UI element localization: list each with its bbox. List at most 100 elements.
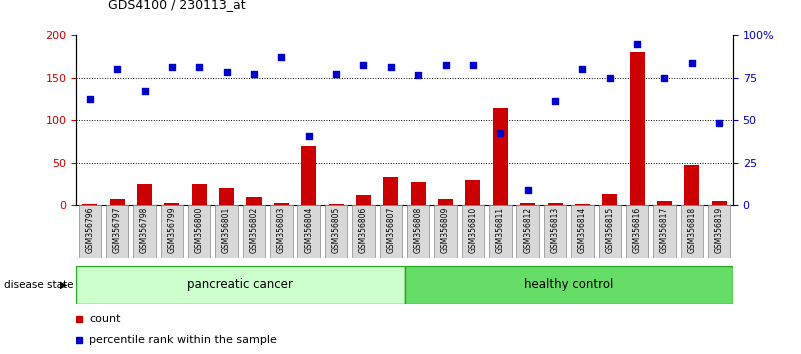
Text: GDS4100 / 230113_at: GDS4100 / 230113_at — [108, 0, 246, 11]
Point — [166, 64, 179, 70]
Point — [521, 187, 534, 193]
Bar — [219, 188, 234, 205]
Bar — [630, 52, 645, 205]
Bar — [465, 180, 481, 205]
Text: count: count — [89, 314, 121, 324]
Text: GSM356797: GSM356797 — [113, 207, 122, 253]
FancyBboxPatch shape — [215, 205, 238, 258]
Text: GSM356807: GSM356807 — [386, 207, 396, 253]
FancyBboxPatch shape — [626, 205, 648, 258]
Point — [713, 120, 726, 126]
Point — [193, 64, 206, 70]
Point — [302, 133, 315, 138]
Bar — [137, 184, 152, 205]
Bar — [247, 197, 261, 205]
Bar — [438, 199, 453, 205]
FancyBboxPatch shape — [681, 205, 703, 258]
Text: GSM356814: GSM356814 — [578, 207, 587, 253]
Text: percentile rank within the sample: percentile rank within the sample — [89, 335, 277, 345]
Text: GSM356817: GSM356817 — [660, 207, 669, 253]
Bar — [110, 199, 125, 205]
Text: GSM356813: GSM356813 — [550, 207, 560, 253]
FancyBboxPatch shape — [405, 266, 733, 304]
Text: disease state: disease state — [4, 280, 74, 290]
Bar — [712, 201, 727, 205]
Bar — [356, 195, 371, 205]
Text: GSM356812: GSM356812 — [523, 207, 532, 253]
FancyBboxPatch shape — [517, 205, 539, 258]
FancyBboxPatch shape — [243, 205, 265, 258]
Text: GSM356816: GSM356816 — [633, 207, 642, 253]
Bar — [520, 203, 535, 205]
Point — [439, 62, 452, 68]
Bar — [191, 184, 207, 205]
FancyBboxPatch shape — [654, 205, 676, 258]
Bar — [602, 194, 618, 205]
FancyBboxPatch shape — [571, 205, 594, 258]
Text: GSM356801: GSM356801 — [222, 207, 231, 253]
Point — [220, 69, 233, 75]
FancyBboxPatch shape — [297, 205, 320, 258]
FancyBboxPatch shape — [133, 205, 155, 258]
Bar — [384, 177, 398, 205]
Point — [576, 67, 589, 72]
Text: GSM356798: GSM356798 — [140, 207, 149, 253]
FancyBboxPatch shape — [188, 205, 211, 258]
Point — [275, 54, 288, 59]
FancyBboxPatch shape — [106, 205, 128, 258]
Point — [658, 75, 671, 81]
Bar — [411, 182, 425, 205]
Point — [630, 41, 643, 47]
Bar — [657, 201, 672, 205]
Point — [494, 130, 507, 136]
Bar — [493, 108, 508, 205]
Point — [111, 67, 123, 72]
Point — [357, 62, 370, 68]
Bar — [164, 203, 179, 205]
FancyBboxPatch shape — [352, 205, 375, 258]
Point — [83, 96, 96, 102]
Bar — [548, 203, 562, 205]
FancyBboxPatch shape — [544, 205, 566, 258]
Text: GSM356804: GSM356804 — [304, 207, 313, 253]
Text: GSM356803: GSM356803 — [277, 207, 286, 253]
Text: GSM356809: GSM356809 — [441, 207, 450, 253]
FancyBboxPatch shape — [76, 266, 405, 304]
Text: pancreatic cancer: pancreatic cancer — [187, 279, 293, 291]
FancyBboxPatch shape — [78, 205, 101, 258]
Point — [466, 62, 479, 68]
Text: GSM356815: GSM356815 — [606, 207, 614, 253]
Text: healthy control: healthy control — [524, 279, 614, 291]
Text: GSM356808: GSM356808 — [413, 207, 423, 253]
FancyBboxPatch shape — [380, 205, 402, 258]
FancyBboxPatch shape — [598, 205, 621, 258]
Text: GSM356818: GSM356818 — [687, 207, 696, 253]
Text: GSM356805: GSM356805 — [332, 207, 340, 253]
Text: GSM356796: GSM356796 — [85, 207, 95, 253]
Bar — [575, 204, 590, 205]
Text: GSM356802: GSM356802 — [249, 207, 259, 253]
FancyBboxPatch shape — [489, 205, 512, 258]
Point — [138, 88, 151, 93]
Text: GSM356819: GSM356819 — [714, 207, 724, 253]
Text: GSM356811: GSM356811 — [496, 207, 505, 253]
Bar — [83, 204, 97, 205]
Point — [412, 73, 425, 78]
Point — [330, 71, 343, 76]
Point — [384, 64, 397, 70]
Bar — [684, 165, 699, 205]
FancyBboxPatch shape — [407, 205, 429, 258]
FancyBboxPatch shape — [434, 205, 457, 258]
Point — [603, 75, 616, 81]
Text: GSM356800: GSM356800 — [195, 207, 203, 253]
Text: GSM356810: GSM356810 — [469, 207, 477, 253]
Bar — [301, 146, 316, 205]
Point — [248, 71, 260, 76]
FancyBboxPatch shape — [270, 205, 292, 258]
FancyBboxPatch shape — [461, 205, 484, 258]
FancyBboxPatch shape — [325, 205, 348, 258]
Text: GSM356806: GSM356806 — [359, 207, 368, 253]
Point — [686, 60, 698, 65]
Point — [549, 98, 562, 104]
Text: ▶: ▶ — [60, 280, 67, 290]
